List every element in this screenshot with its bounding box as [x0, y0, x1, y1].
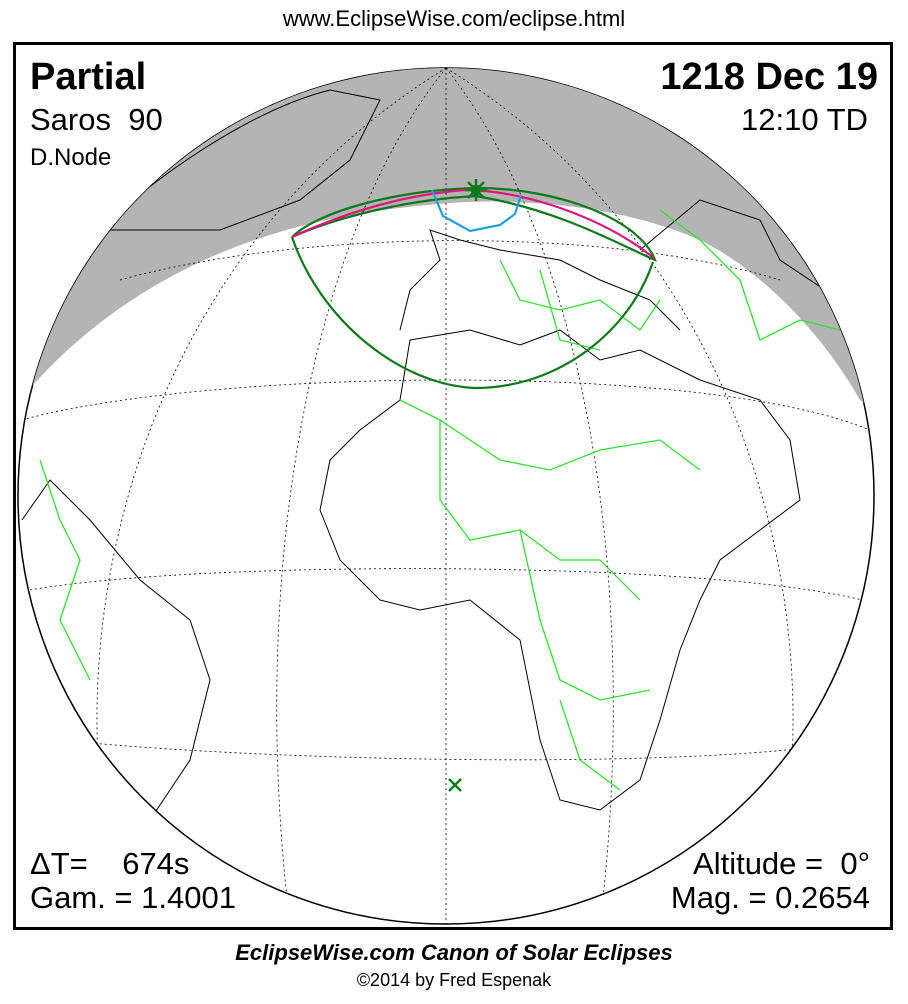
- gamma: Gam. = 1.4001: [30, 880, 236, 915]
- saros-number: Saros 90: [30, 102, 163, 137]
- url-header: www.EclipseWise.com/eclipse.html: [282, 6, 626, 31]
- penumbra-limit-curve: [291, 186, 657, 263]
- rise-set-curve: [430, 189, 523, 233]
- magnitude: Mag. = 0.2654: [670, 880, 870, 915]
- eclipse-time: 12:10 TD: [741, 102, 868, 137]
- altitude: Altitude = 0°: [693, 846, 870, 881]
- coastlines: [21, 89, 841, 881]
- eclipse-date: 1218 Dec 19: [660, 56, 878, 98]
- footer-title: EclipseWise.com Canon of Solar Eclipses: [235, 940, 673, 965]
- node-label: D.Node: [30, 144, 112, 171]
- country-borders: [39, 209, 841, 791]
- delta-t: ΔT= 674s: [30, 846, 190, 881]
- penumbra-lower-curve: [290, 236, 655, 390]
- star-icon: [465, 179, 487, 201]
- x-icon: [448, 778, 462, 792]
- footer-copyright: ©2014 by Fred Espenak: [356, 970, 552, 990]
- graticule: [21, 68, 871, 924]
- map-frame: [13, 42, 893, 930]
- eclipse-type: Partial: [30, 56, 147, 98]
